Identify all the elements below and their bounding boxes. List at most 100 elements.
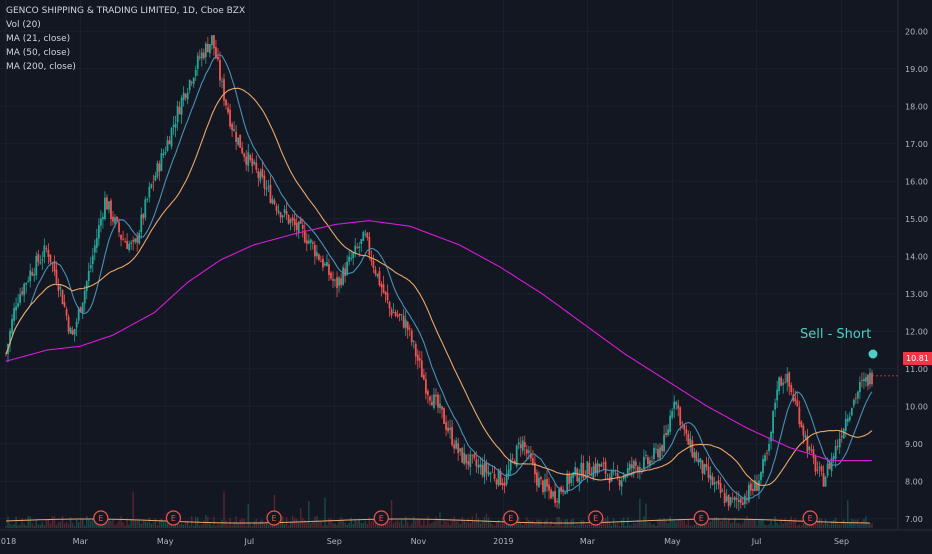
volume-bar [364, 521, 367, 528]
candle-body [538, 477, 540, 488]
volume-bar [437, 518, 439, 528]
candle-body [667, 429, 670, 435]
volume-bar [633, 522, 635, 528]
volume-bar [390, 499, 393, 528]
volume-bar [564, 519, 566, 528]
volume-bar [612, 518, 615, 528]
volume-bar [11, 525, 13, 528]
volume-bar [661, 520, 663, 528]
candle-body [673, 401, 676, 409]
candle-body [313, 244, 316, 257]
candle-body [647, 457, 649, 465]
volume-bar [679, 518, 681, 528]
volume-bar [861, 521, 863, 528]
candle-body [85, 281, 88, 291]
candle-body [429, 396, 431, 401]
candle-body [15, 306, 17, 311]
candle-body [523, 442, 526, 447]
volume-bar [685, 524, 687, 528]
candle-body [457, 443, 460, 454]
candle-body [47, 249, 50, 258]
candle-body [491, 471, 494, 473]
candle-body [172, 125, 175, 127]
candle-body [806, 436, 809, 453]
volume-bar [340, 516, 342, 528]
volume-bar [631, 524, 633, 528]
volume-bar [754, 518, 756, 528]
volume-bar [843, 519, 845, 528]
candle-body [204, 43, 207, 57]
candle-body [816, 469, 819, 471]
candle-body [749, 483, 752, 491]
volume-bar [645, 503, 647, 528]
volume-bar [614, 523, 617, 528]
volume-bar [144, 521, 146, 528]
candle-body [820, 466, 823, 472]
volume-bar [47, 518, 50, 528]
candle-body [511, 457, 514, 459]
candle-body [586, 461, 589, 475]
volume-bar [217, 524, 219, 528]
candle-body [370, 257, 373, 262]
volume-bar [695, 523, 698, 528]
candle-body [721, 490, 724, 492]
candle-body [112, 216, 114, 222]
volume-bar [259, 520, 262, 528]
candle-body [445, 422, 447, 430]
candle-body [261, 168, 264, 177]
volume-bar [320, 521, 322, 528]
volume-bar [384, 521, 387, 528]
volume-ma-line [5, 518, 870, 524]
volume-bar [417, 518, 419, 528]
volume-bar [134, 519, 136, 528]
volume-bar [869, 523, 871, 528]
volume-bar [562, 525, 564, 528]
candle-body [701, 460, 704, 474]
volume-bar [461, 516, 463, 528]
candle-body [39, 262, 42, 264]
candle-body [352, 252, 355, 258]
volume-bar [580, 520, 583, 528]
candle-body [517, 442, 520, 445]
candle-body [808, 446, 811, 450]
volume-bar [245, 525, 247, 528]
candle-body [170, 127, 173, 147]
candle-body [152, 181, 155, 183]
candle-body [247, 152, 250, 166]
candle-body [651, 460, 653, 462]
candle-body [394, 311, 397, 316]
volume-bar [516, 521, 518, 528]
candle-body [206, 43, 209, 53]
volume-bar [59, 521, 62, 528]
candle-body [665, 432, 667, 436]
candle-body [77, 309, 80, 321]
candle-body [320, 261, 322, 262]
candle-body [622, 475, 625, 480]
x-tick-label: Sep [834, 537, 849, 546]
candle-body [600, 464, 603, 467]
volume-bar [473, 521, 476, 528]
candle-body [277, 210, 280, 213]
candle-body [657, 449, 659, 458]
volume-bar [140, 523, 142, 528]
volume-bar [13, 523, 15, 528]
candle-body [376, 273, 379, 277]
volume-bar [69, 517, 72, 528]
candle-body [681, 422, 684, 424]
volume-bar [160, 518, 163, 528]
volume-bar [663, 517, 665, 528]
candle-body [828, 462, 831, 470]
volume-bar [820, 518, 823, 528]
volume-bar [396, 520, 399, 528]
volume-bar [756, 525, 758, 528]
candle-body [120, 234, 122, 240]
volume-bar [184, 520, 187, 528]
volume-bar [112, 518, 114, 528]
candle-body [784, 382, 787, 384]
candle-body [695, 452, 698, 462]
volume-bar [455, 521, 457, 528]
candle-body [424, 379, 427, 394]
volume-bar [647, 522, 649, 528]
